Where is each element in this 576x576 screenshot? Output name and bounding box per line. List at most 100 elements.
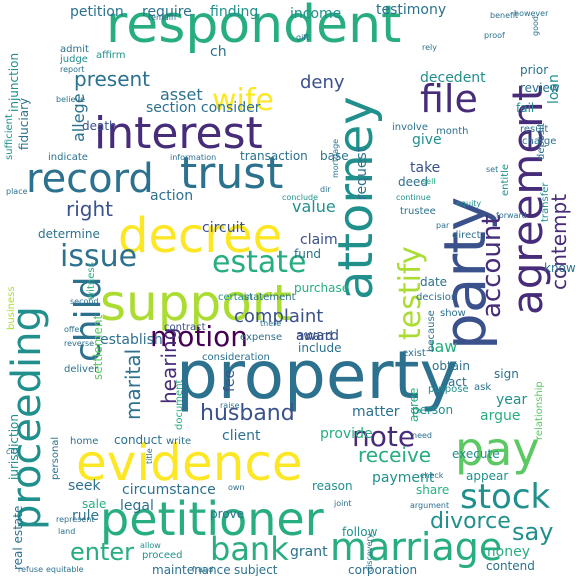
cloud-word: report: [60, 65, 84, 74]
cloud-word: entitle: [500, 164, 511, 196]
cloud-word: expense: [240, 332, 282, 343]
cloud-word: circuit: [202, 220, 245, 236]
cloud-word: deny: [300, 72, 345, 93]
cloud-word: agree: [407, 388, 421, 422]
cloud-word: equity: [456, 199, 481, 208]
cloud-word: subject: [234, 563, 278, 576]
cloud-word: wife: [212, 83, 274, 118]
cloud-word: judge: [59, 54, 88, 65]
cloud-word: trustee: [400, 206, 436, 217]
cloud-word: grant: [290, 544, 328, 560]
cloud-word: appear: [466, 469, 508, 483]
cloud-word: present: [74, 67, 150, 91]
cloud-word: mortgage: [331, 139, 340, 178]
cloud-word: obtain: [432, 359, 470, 373]
cloud-word: follow: [342, 525, 378, 539]
cloud-word: stock: [460, 477, 551, 517]
cloud-word: there: [260, 319, 281, 328]
cloud-word: result: [520, 124, 548, 135]
cloud-word: involve: [392, 122, 428, 133]
cloud-word: reverse: [64, 339, 94, 348]
cloud-word: second: [70, 297, 99, 306]
cloud-word: divorce: [430, 509, 511, 534]
cloud-word: business: [6, 286, 17, 330]
cloud-word: argument: [410, 501, 449, 510]
cloud-word: review: [520, 81, 560, 95]
cloud-word: need: [412, 431, 432, 440]
cloud-word: continue: [396, 193, 431, 202]
cloud-word: award: [296, 329, 333, 343]
cloud-word: legal: [120, 498, 154, 514]
cloud-word: rule: [72, 508, 99, 524]
cloud-word: evidence: [76, 434, 303, 492]
cloud-word: remain: [148, 13, 176, 22]
cloud-word: circumstance: [122, 482, 216, 498]
cloud-word: proceed: [142, 550, 183, 561]
cloud-word: home: [70, 436, 98, 447]
cloud-word: title: [145, 448, 154, 464]
cloud-word: receive: [358, 443, 431, 467]
cloud-word: jurisdiction: [7, 414, 21, 481]
cloud-word: year: [496, 392, 527, 408]
cloud-word: asset: [160, 85, 203, 104]
cloud-word: fee: [222, 370, 238, 392]
cloud-word: date: [420, 275, 447, 289]
cloud-word: finding: [210, 4, 258, 20]
cloud-word: marriage: [330, 525, 502, 569]
cloud-word: proof: [484, 31, 505, 40]
cloud-word: petitioner: [100, 492, 324, 546]
cloud-word: marital: [121, 349, 145, 420]
cloud-word: money: [482, 544, 530, 560]
cloud-word: husband: [200, 401, 295, 426]
cloud-word: fail: [516, 101, 534, 115]
cloud-word: loan: [546, 74, 562, 104]
cloud-word: place: [6, 187, 28, 196]
cloud-word: reason: [312, 479, 353, 493]
cloud-word: payment: [372, 470, 435, 486]
cloud-word: base: [320, 149, 349, 163]
cloud-word: note: [352, 420, 415, 453]
cloud-word: corporation: [348, 563, 417, 576]
cloud-word: claim: [300, 232, 338, 248]
cloud-word: say: [512, 518, 553, 546]
cloud-word: transfer: [540, 182, 551, 222]
cloud-word: decree: [118, 208, 282, 264]
cloud-word: decedent: [420, 70, 486, 86]
cloud-word: determine: [38, 227, 100, 241]
cloud-word: allege: [69, 93, 88, 142]
cloud-word: injunction: [7, 53, 21, 112]
cloud-word: statement: [244, 292, 296, 303]
cloud-word: deliver: [64, 364, 99, 375]
cloud-word: issue: [60, 239, 137, 274]
cloud-word: respondent: [106, 0, 401, 55]
cloud-word: proceeding: [4, 306, 50, 530]
cloud-word: provide: [320, 426, 373, 442]
cloud-word: deed: [398, 175, 428, 189]
cloud-word: interest: [94, 108, 263, 159]
cloud-word: party: [431, 197, 499, 350]
cloud-word: take: [410, 160, 440, 176]
cloud-word: trust: [180, 148, 283, 199]
cloud-word: admit: [60, 44, 89, 55]
cloud-word: act: [448, 375, 467, 389]
cloud-word: land: [58, 527, 75, 536]
cloud-word: check: [420, 471, 444, 480]
cloud-word: benefit: [490, 11, 518, 20]
cloud-word: person: [412, 403, 453, 417]
cloud-word: indicate: [48, 152, 88, 163]
cloud-word: attorney: [328, 96, 384, 300]
cloud-word: sign: [494, 367, 519, 381]
cloud-word: sale: [82, 497, 106, 511]
cloud-word: rely: [422, 43, 437, 52]
cloud-word: property: [176, 337, 459, 414]
cloud-word: offer: [64, 325, 83, 334]
cloud-word: certain: [218, 292, 253, 303]
cloud-word: complaint: [234, 306, 323, 327]
cloud-word: enter: [70, 538, 134, 566]
cloud-word: good: [531, 16, 540, 36]
cloud-word: give: [412, 132, 442, 148]
cloud-word: seek: [68, 478, 102, 494]
cloud-word: contend: [486, 559, 535, 573]
